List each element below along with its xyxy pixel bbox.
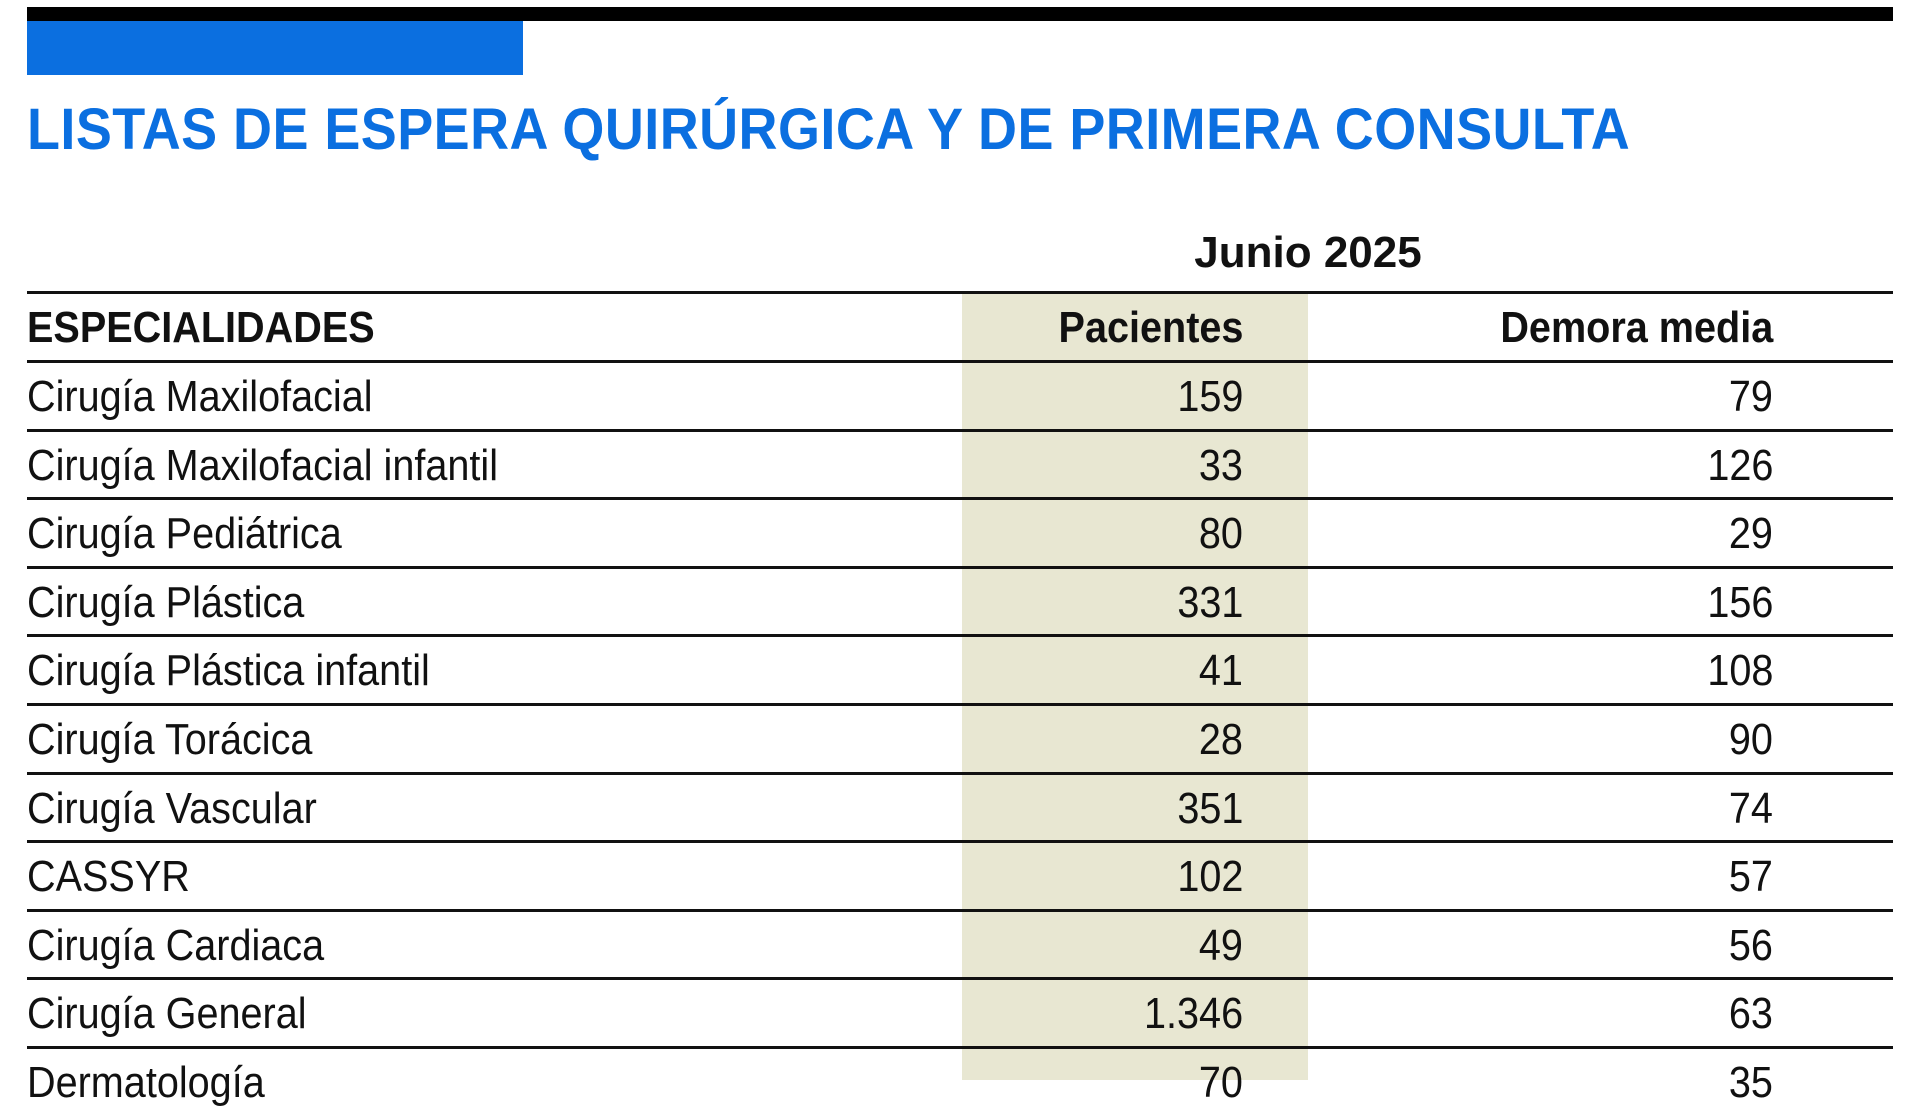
pacientes-cell: 49: [1198, 921, 1243, 970]
table-row: Cirugía Pediátrica 80 29: [27, 500, 1893, 566]
period-label: Junio 2025: [1194, 228, 1422, 277]
demora-cell: 108: [1706, 646, 1773, 695]
row-rule: [27, 772, 1893, 775]
pacientes-cell: 159: [1176, 372, 1243, 421]
demora-cell: 57: [1728, 852, 1773, 901]
especialidad-cell: Cirugía Vascular: [27, 784, 317, 833]
table-header-row: ESPECIALIDADES Pacientes Demora media: [27, 294, 1893, 360]
especialidad-cell: CASSYR: [27, 852, 190, 901]
column-header-especialidades: ESPECIALIDADES: [27, 303, 375, 352]
table-row: Cirugía General 1.346 63: [27, 980, 1893, 1046]
especialidad-cell: Cirugía Cardiaca: [27, 921, 325, 970]
row-rule: [27, 634, 1893, 637]
pacientes-column-shade: [962, 292, 1308, 1080]
table-row: Cirugía Plástica infantil 41 108: [27, 637, 1893, 703]
row-rule: [27, 977, 1893, 980]
demora-cell: 63: [1728, 989, 1773, 1038]
table-row: Cirugía Cardiaca 49 56: [27, 912, 1893, 978]
demora-cell: 156: [1706, 578, 1773, 627]
table-row: Cirugía Vascular 351 74: [27, 775, 1893, 841]
header-top-rule: [27, 291, 1893, 294]
demora-cell: 74: [1728, 784, 1773, 833]
table-row: Cirugía Maxilofacial infantil 33 126: [27, 432, 1893, 498]
pacientes-cell: 102: [1176, 852, 1243, 901]
pacientes-cell: 331: [1176, 578, 1243, 627]
especialidad-cell: Cirugía Torácica: [27, 715, 313, 764]
especialidad-cell: Cirugía Pediátrica: [27, 509, 342, 558]
row-rule: [27, 566, 1893, 569]
top-rule: [27, 7, 1893, 21]
especialidad-cell: Cirugía General: [27, 989, 307, 1038]
page-title: LISTAS DE ESPERA QUIRÚRGICA Y DE PRIMERA…: [27, 97, 1631, 162]
especialidad-cell: Cirugía Maxilofacial: [27, 372, 373, 421]
accent-block: [27, 21, 523, 75]
table-row: CASSYR 102 57: [27, 843, 1893, 909]
demora-cell: 79: [1728, 372, 1773, 421]
pacientes-cell: 33: [1198, 441, 1243, 490]
especialidad-cell: Cirugía Maxilofacial infantil: [27, 441, 499, 490]
demora-cell: 90: [1728, 715, 1773, 764]
column-header-pacientes: Pacientes: [1058, 303, 1243, 352]
table-row: Cirugía Maxilofacial 159 79: [27, 363, 1893, 429]
pacientes-cell: 351: [1176, 784, 1243, 833]
row-rule: [27, 703, 1893, 706]
pacientes-cell: 28: [1198, 715, 1243, 764]
demora-cell: 35: [1728, 1058, 1773, 1107]
especialidad-cell: Dermatología: [27, 1058, 265, 1107]
row-rule: [27, 840, 1893, 843]
pacientes-cell: 70: [1198, 1058, 1243, 1107]
row-rule: [27, 497, 1893, 500]
table-row: Cirugía Torácica 28 90: [27, 706, 1893, 772]
table-row: Cirugía Plástica 331 156: [27, 569, 1893, 635]
table-row: Dermatología 70 35: [27, 1049, 1893, 1115]
pacientes-cell: 41: [1198, 646, 1243, 695]
row-rule: [27, 1046, 1893, 1049]
pacientes-cell: 1.346: [1143, 989, 1243, 1038]
row-rule: [27, 360, 1893, 363]
pacientes-cell: 80: [1198, 509, 1243, 558]
especialidad-cell: Cirugía Plástica infantil: [27, 646, 430, 695]
row-rule: [27, 429, 1893, 432]
demora-cell: 126: [1706, 441, 1773, 490]
especialidad-cell: Cirugía Plástica: [27, 578, 305, 627]
demora-cell: 56: [1728, 921, 1773, 970]
row-rule: [27, 909, 1893, 912]
column-header-demora: Demora media: [1500, 303, 1773, 352]
demora-cell: 29: [1728, 509, 1773, 558]
